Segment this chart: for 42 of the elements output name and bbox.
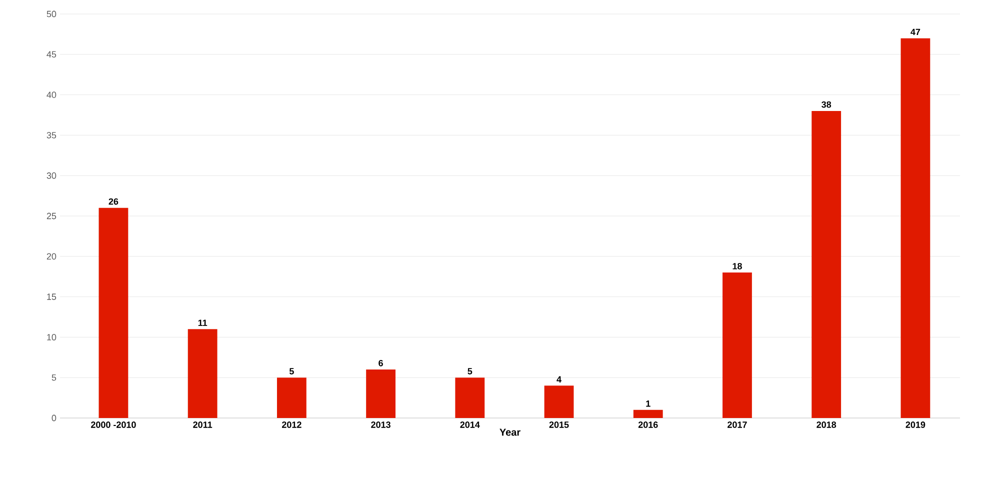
bar — [722, 272, 752, 418]
y-tick-label: 10 — [47, 334, 56, 340]
y-tick-label: 15 — [47, 294, 56, 300]
x-tick-label: 2012 — [282, 422, 302, 428]
data-label: 26 — [108, 198, 118, 205]
y-tick-label: 0 — [52, 414, 56, 422]
data-label: 1 — [646, 400, 650, 407]
data-label: 6 — [378, 360, 383, 366]
data-label: 18 — [732, 262, 742, 270]
data-label: 11 — [198, 320, 208, 326]
y-tick-label: 35 — [46, 132, 56, 138]
y-tick-label: 5 — [52, 374, 56, 381]
data-label: 38 — [822, 101, 832, 108]
x-tick-label: 2014 — [460, 422, 480, 428]
bar — [455, 378, 485, 418]
y-tick-label: 50 — [46, 10, 56, 18]
y-tick-label: 20 — [46, 253, 56, 260]
x-axis-title: Year — [500, 428, 520, 436]
y-tick-label: 40 — [46, 92, 56, 98]
bar — [188, 329, 218, 418]
bar — [544, 386, 574, 418]
bar — [812, 110, 842, 418]
bar — [900, 38, 930, 418]
bar — [366, 370, 396, 418]
data-label: 47 — [910, 28, 920, 36]
x-tick-label: 2015 — [549, 422, 569, 428]
bar — [98, 208, 128, 418]
y-tick-label: 25 — [46, 212, 56, 220]
y-tick-label: 45 — [46, 51, 56, 58]
x-tick-label: 2000 -2010 — [91, 422, 136, 428]
x-tick-label: 2018 — [816, 422, 836, 428]
data-label: 5 — [289, 368, 294, 374]
x-tick-label: 2017 — [728, 422, 747, 428]
data-label: 5 — [468, 368, 472, 374]
data-label: 4 — [556, 376, 562, 382]
bar — [276, 378, 306, 418]
y-tick-label: 30 — [46, 172, 56, 179]
x-tick-label: 2019 — [906, 422, 926, 428]
x-tick-label: 2013 — [371, 422, 390, 428]
x-tick-label: 2011 — [193, 422, 212, 428]
x-tick-label: 2016 — [638, 422, 658, 428]
bar — [633, 410, 663, 418]
